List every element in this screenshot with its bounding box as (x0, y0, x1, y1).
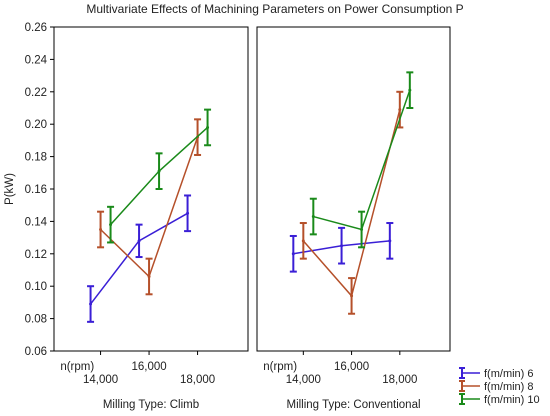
x-tick-label: 18,000 (382, 374, 417, 386)
x-inner-label: n(rpm) (60, 361, 94, 373)
x-tick-label: 14,000 (83, 374, 118, 386)
y-tick-label: 0.10 (25, 281, 47, 293)
legend-label: f(m/min) 6 (484, 368, 534, 380)
data-point (206, 125, 210, 129)
series-line (313, 89, 411, 231)
panel-frame (256, 26, 451, 352)
y-axis-label: P(kW) (4, 173, 16, 205)
data-point (291, 252, 295, 256)
y-tick-label: 0.12 (25, 249, 47, 261)
panel-caption: Milling Type: Climb (103, 399, 199, 411)
y-tick-label: 0.08 (25, 314, 47, 326)
x-tick-label: 14,000 (286, 374, 321, 386)
x-tick-label: 16,000 (131, 361, 166, 373)
series-line (302, 109, 401, 298)
data-point (398, 108, 402, 112)
data-point (157, 169, 161, 173)
data-point (311, 215, 315, 219)
data-point (137, 239, 141, 243)
panel-caption: Milling Type: Conventional (286, 399, 420, 411)
data-point (186, 211, 190, 215)
data-point (340, 244, 344, 248)
legend-label: f(m/min) 8 (484, 381, 534, 393)
legend-label: f(m/min) 10 (484, 394, 540, 406)
panel-frame (53, 26, 249, 352)
data-point (109, 223, 113, 227)
y-tick-label: 0.16 (25, 184, 47, 196)
y-tick-label: 0.06 (25, 346, 47, 358)
data-point (301, 239, 305, 243)
y-tick-label: 0.26 (25, 22, 47, 34)
x-tick-label: 16,000 (334, 361, 369, 373)
data-point (350, 294, 354, 298)
data-point (360, 228, 364, 231)
y-tick-label: 0.14 (25, 216, 48, 228)
y-tick-label: 0.22 (25, 87, 47, 99)
y-tick-label: 0.18 (25, 152, 47, 164)
series-line (100, 136, 199, 278)
x-tick-label: 18,000 (180, 374, 215, 386)
chart-title: Multivariate Effects of Machining Parame… (86, 2, 463, 16)
data-point (89, 302, 93, 306)
data-point (147, 274, 151, 278)
data-point (99, 228, 103, 231)
data-point (408, 88, 412, 92)
y-tick-label: 0.24 (25, 54, 48, 66)
data-point (388, 239, 392, 243)
x-inner-label: n(rpm) (263, 361, 297, 373)
y-tick-label: 0.20 (25, 119, 47, 131)
